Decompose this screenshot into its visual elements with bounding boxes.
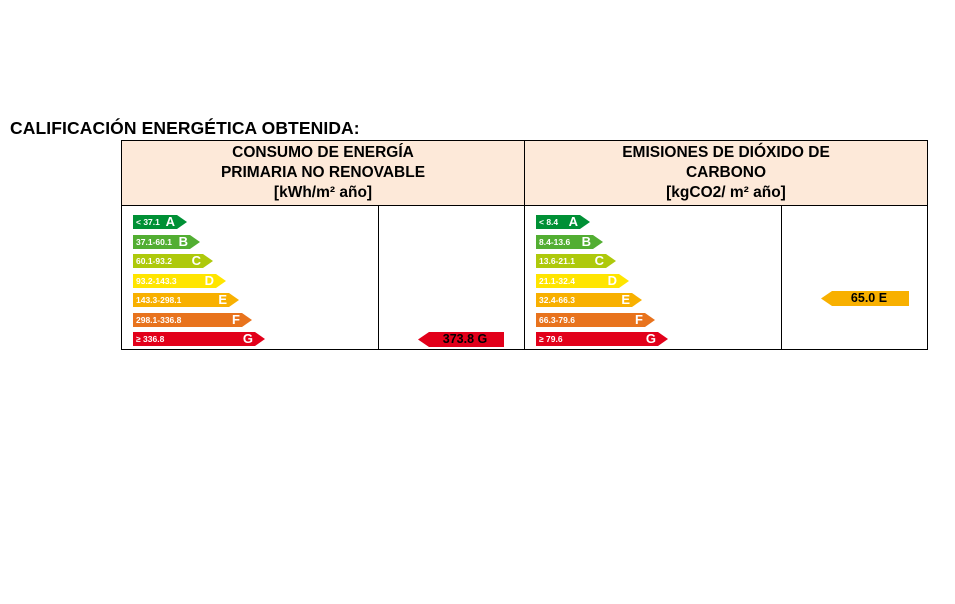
co2-scale-range: 13.6-21.1 [539,256,575,266]
energy-panel-body: < 37.1 A 37.1-60.1 B 60.1-93.2 C 93.2-143.3 D 14… [121,205,525,350]
co2-scale-range: 8.4-13.6 [539,237,571,247]
co2-header-line-2: CARBONO [685,164,767,181]
co2-scale-range: 32.4-66.3 [539,295,575,305]
energy-scale-range: < 37.1 [136,217,160,227]
energy-scale-row-a: < 37.1 A [133,215,187,229]
energy-scale-row-d: 93.2-143.3 D [133,274,226,288]
co2-header-line-1: EMISIONES DE DIÓXIDO DE [622,144,830,161]
page-title: CALIFICACIÓN ENERGÉTICA OBTENIDA: [10,118,360,138]
energy-scale-range: 37.1-60.1 [136,237,172,247]
energy-scale-letter: F [232,312,240,327]
energy-scale-range: 93.2-143.3 [136,276,177,286]
energy-scale-letter: D [204,273,214,288]
energy-header-unit: [kWh/m² año] [273,184,373,201]
energy-result-pointer: 373.8 G [418,332,504,347]
co2-scale-range: < 8.4 [539,217,559,227]
energy-scale-range: ≥ 336.8 [136,334,165,344]
co2-scale-range: 66.3-79.6 [539,315,575,325]
energy-scale-letter: E [218,292,227,307]
co2-column-divider [781,205,782,349]
co2-scale-letter: C [594,253,604,268]
co2-scale-row-c: 13.6-21.1 C [536,254,616,268]
co2-scale-letter: D [607,273,617,288]
energy-panel-header: CONSUMO DE ENERGÍA PRIMARIA NO RENOVABLE… [121,140,525,206]
energy-scale-letter: A [165,214,175,229]
co2-scale-row-a: < 8.4 A [536,215,590,229]
energy-scale-row-f: 298.1-336.8 F [133,313,252,327]
energy-scale-letter: B [178,234,188,249]
energy-scale-row-g: ≥ 336.8 G [133,332,265,346]
co2-panel-header: EMISIONES DE DIÓXIDO DE CARBONO [kgCO2/ … [524,140,928,206]
co2-scale-range: ≥ 79.6 [539,334,563,344]
energy-scale-row-e: 143.3-298.1 E [133,293,239,307]
energy-column-divider [378,205,379,349]
co2-scale-row-d: 21.1-32.4 D [536,274,629,288]
co2-scale-letter: G [645,331,656,346]
co2-panel-body: < 8.4 A 8.4-13.6 B 13.6-21.1 C 21.1-32.4 D 32.4-… [524,205,928,350]
co2-scale-letter: F [635,312,643,327]
energy-scale-range: 143.3-298.1 [136,295,182,305]
co2-scale-row-g: ≥ 79.6 G [536,332,668,346]
energy-scale-range: 298.1-336.8 [136,315,182,325]
co2-scale-letter: A [568,214,578,229]
energy-header-line-1: CONSUMO DE ENERGÍA [232,144,414,161]
energy-scale-range: 60.1-93.2 [136,256,172,266]
co2-scale-row-e: 32.4-66.3 E [536,293,642,307]
energy-scale-row-c: 60.1-93.2 C [133,254,213,268]
co2-scale-letter: E [621,292,630,307]
energy-scale-row-b: 37.1-60.1 B [133,235,200,249]
co2-scale-letter: B [581,234,591,249]
co2-result-pointer: 65.0 E [821,291,909,306]
co2-scale-range: 21.1-32.4 [539,276,575,286]
co2-header-unit: [kgCO2/ m² año] [666,184,786,201]
energy-header-line-2: PRIMARIA NO RENOVABLE [220,164,426,181]
co2-scale-row-f: 66.3-79.6 F [536,313,655,327]
energy-scale-letter: C [191,253,201,268]
energy-scale-letter: G [242,331,253,346]
co2-scale-row-b: 8.4-13.6 B [536,235,603,249]
